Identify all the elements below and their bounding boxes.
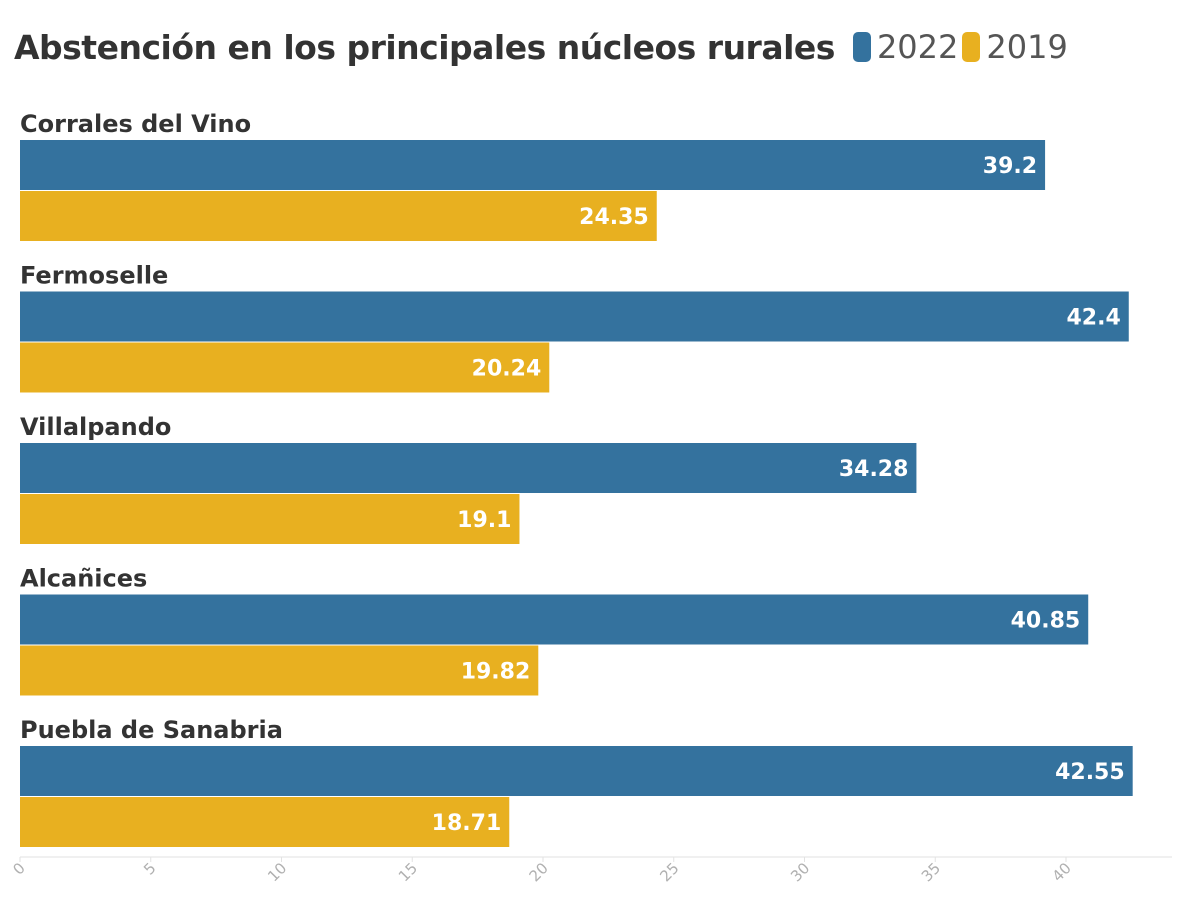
x-tick-label-5: 5 bbox=[140, 859, 159, 878]
bar-2019-alcanices bbox=[20, 645, 539, 696]
x-tick-label-20: 20 bbox=[526, 859, 552, 885]
bar-2022-corrales-del-vino bbox=[20, 140, 1046, 190]
bar-2022-fermoselle bbox=[20, 291, 1129, 342]
value-label-2019-villalpando: 19.1 bbox=[457, 508, 511, 533]
chart-header: Abstención en los principales núcleos ru… bbox=[14, 22, 1068, 72]
value-label-2022-fermoselle: 42.4 bbox=[1066, 306, 1120, 331]
x-tick-label-15: 15 bbox=[395, 859, 421, 885]
bar-2019-villalpando bbox=[20, 494, 520, 544]
category-label-corrales-del-vino: Corrales del Vino bbox=[20, 110, 251, 138]
x-tick-label-0: 0 bbox=[9, 859, 28, 878]
legend-label-2022: 2022 bbox=[876, 28, 959, 66]
value-label-2022-villalpando: 34.28 bbox=[839, 457, 909, 482]
bar-2022-villalpando bbox=[20, 443, 917, 493]
category-label-alcanices: Alcañices bbox=[20, 565, 147, 593]
bar-2019-fermoselle bbox=[20, 342, 550, 393]
category-label-fermoselle: Fermoselle bbox=[20, 262, 168, 290]
x-tick-label-10: 10 bbox=[264, 859, 290, 885]
legend-label-2019: 2019 bbox=[986, 28, 1068, 66]
category-label-villalpando: Villalpando bbox=[20, 413, 171, 441]
bar-2019-corrales-del-vino bbox=[20, 191, 657, 241]
legend-swatch-2022 bbox=[852, 32, 871, 62]
bar-2022-puebla-de-sanabria bbox=[20, 746, 1133, 796]
x-tick-label-40: 40 bbox=[1049, 859, 1075, 885]
category-label-puebla-de-sanabria: Puebla de Sanabria bbox=[20, 716, 283, 744]
legend-item-2019: 2019 bbox=[962, 28, 1068, 66]
x-tick-label-30: 30 bbox=[787, 859, 813, 885]
value-label-2022-puebla-de-sanabria: 42.55 bbox=[1055, 760, 1125, 785]
chart-title: Abstención en los principales núcleos ru… bbox=[14, 27, 835, 67]
x-tick-label-25: 25 bbox=[656, 859, 682, 885]
value-label-2019-puebla-de-sanabria: 18.71 bbox=[432, 811, 502, 836]
value-label-2019-corrales-del-vino: 24.35 bbox=[579, 205, 649, 230]
legend-swatch-2019 bbox=[962, 32, 981, 62]
value-label-2019-alcanices: 19.82 bbox=[461, 660, 531, 685]
value-label-2022-corrales-del-vino: 39.2 bbox=[983, 154, 1037, 179]
x-tick-label-35: 35 bbox=[918, 859, 944, 885]
bar-2022-alcanices bbox=[20, 594, 1089, 645]
value-label-2022-alcanices: 40.85 bbox=[1011, 609, 1081, 634]
bar-2019-puebla-de-sanabria bbox=[20, 797, 510, 847]
value-label-2019-fermoselle: 20.24 bbox=[472, 357, 542, 382]
legend-item-2022: 2022 bbox=[852, 28, 959, 66]
